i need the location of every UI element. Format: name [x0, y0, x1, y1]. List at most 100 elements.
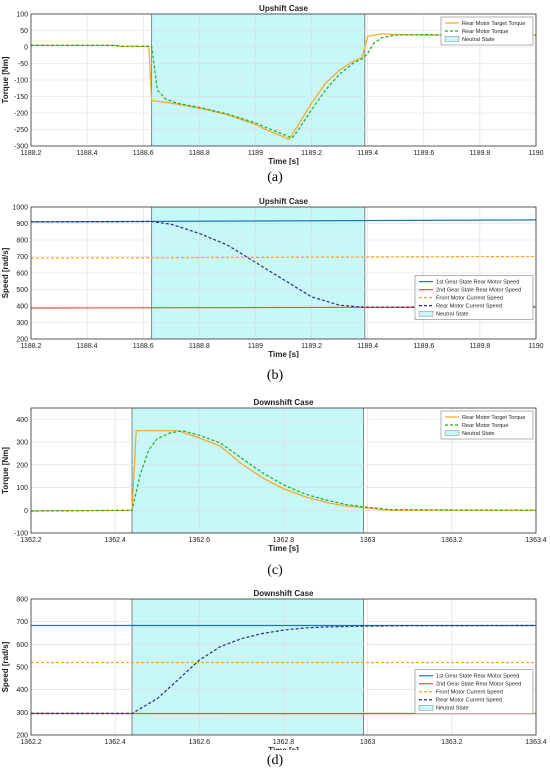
chart1-legend-label: Front Motor Current Speed [436, 296, 503, 302]
chart0-legend-swatch [444, 36, 460, 42]
caption-c: (c) [267, 563, 283, 578]
chart2-y-tick-label: 0 [24, 508, 28, 515]
chart0-x-tick-label: 1189 [248, 150, 263, 157]
chart0-legend-label: Rear Motor Target Torque [462, 21, 526, 27]
chart3-x-tick-label: 1363.4 [525, 739, 547, 746]
chart1-x-tick-label: 1190 [528, 343, 543, 350]
chart0-y-tick-label: -50 [18, 61, 28, 68]
chart1-title: Upshift Case [259, 197, 308, 206]
chart1-x-tick-label: 1189.6 [413, 343, 434, 350]
chart1-x-tick-label: 1189.8 [469, 343, 490, 350]
chart0-y-tick-label: -300 [14, 144, 28, 151]
chart1-y-tick-label: 700 [16, 254, 28, 261]
chart2-series-0-line [30, 430, 536, 512]
chart3-x-tick-label: 1362.8 [273, 739, 295, 746]
chart1-x-tick-label: 1188.6 [133, 343, 154, 350]
chart1-series-2-line [30, 255, 537, 259]
chart3-y-tick-label: 400 [16, 687, 28, 694]
chart3-x-tick-label: 1362.4 [104, 739, 126, 746]
chart-upshift-torque: 1188.2 1188.4 1188.6 1188.8 1189 1189.2 1189.4… [1, 4, 544, 165]
chart1-y-tick-label: 500 [16, 287, 28, 294]
chart0-y-tick-label: 50 [20, 28, 28, 35]
chart3-title: Downshift Case [253, 589, 314, 598]
chart1-x-tick-label: 1189.4 [357, 343, 378, 350]
chart1-y-tick-label: 400 [16, 304, 28, 311]
chart3-x-tick-label: 1362.6 [189, 739, 211, 746]
chart1-legend-label: Neutral State [436, 312, 469, 318]
chart3-y-tick-label: 600 [16, 642, 28, 649]
caption-d: (d) [266, 753, 284, 768]
chart0-x-tick-label: 1188.4 [77, 150, 98, 157]
chart0-legend-label: Neutral State [462, 37, 495, 43]
chart0-y-tick-label: -200 [14, 111, 28, 118]
chart3-legend-label: 2nd Gear State Rear Motor Speed [436, 682, 521, 688]
chart1-y-tick-label: 600 [16, 271, 28, 278]
chart0-x-tick-label: 1190 [528, 150, 543, 157]
chart1-x-tick-label: 1189.2 [301, 343, 322, 350]
chart2-legend-swatch [444, 430, 460, 436]
chart1-y-label: Speed [rad/s] [1, 247, 10, 298]
chart2-axes-box [30, 407, 537, 534]
chart1-x-label: Time [s] [268, 350, 299, 358]
chart2-y-tick-label: -100 [14, 531, 28, 538]
chart0-y-tick-label: -250 [14, 127, 28, 134]
chart2-x-tick-label: 1363.4 [525, 537, 547, 544]
chart0-x-tick-label: 1189.8 [469, 150, 490, 157]
chart0-y-tick-label: -150 [14, 94, 28, 101]
chart0-series-1-line [31, 33, 536, 139]
chart0-x-tick-label: 1188.2 [21, 150, 42, 157]
chart1-axes-box [30, 206, 537, 340]
chart0-y-tick-label: 0 [24, 45, 28, 52]
chart1-legend-label: 2nd Gear State Rear Motor Speed [436, 288, 521, 294]
chart0-series-0-line [31, 33, 536, 141]
chart3-x-label: Time [s] [268, 746, 299, 750]
chart2-y-tick-label: 400 [16, 417, 28, 424]
chart2-neutral-region [132, 408, 364, 533]
chart1-x-tick-label: 1188.2 [21, 343, 42, 350]
chart1-y-tick-label: 1000 [12, 205, 28, 212]
chart3-y-label: Speed [rad/s] [1, 641, 10, 692]
chart1-series-0-line [30, 219, 537, 223]
chart0-y-label: Torque [Nm] [1, 56, 10, 103]
chart2-y-tick-label: 200 [16, 462, 28, 469]
chart3-axes-box [30, 598, 537, 736]
chart0-x-label: Time [s] [268, 157, 299, 165]
chart1-legend-label: 1st Gear State Rear Motor Speed [436, 280, 519, 286]
chart2-x-tick-label: 1362.4 [104, 537, 126, 544]
chart0-x-tick-label: 1188.8 [189, 150, 210, 157]
chart2-x-label: Time [s] [268, 544, 299, 553]
chart1-y-tick-label: 900 [16, 221, 28, 228]
caption-b: (b) [266, 368, 284, 383]
chart1-y-tick-label: 200 [16, 337, 28, 344]
chart2-x-tick-label: 1362.6 [189, 537, 211, 544]
chart2-x-tick-label: 1363 [360, 537, 376, 544]
chart3-legend-swatch [418, 705, 434, 711]
chart3-x-tick-label: 1363.2 [441, 739, 463, 746]
chart1-x-tick-label: 1188.4 [77, 343, 98, 350]
chart2-legend-label: Rear Motor Target Torque [462, 415, 526, 421]
chart3-series-3-line [31, 624, 537, 715]
chart0-title: Upshift Case [259, 4, 308, 13]
chart2-title: Downshift Case [253, 398, 314, 407]
chart1-legend-label: Rear Motor Current Speed [436, 304, 502, 310]
chart0-x-tick-label: 1189.6 [413, 150, 434, 157]
chart3-y-tick-label: 500 [16, 665, 28, 672]
chart2-y-tick-label: 300 [16, 440, 28, 447]
chart3-legend-label: Neutral State [436, 706, 469, 712]
chart2-y-label: Torque [Nm] [1, 447, 10, 494]
chart2-legend-label: Neutral State [462, 431, 495, 437]
chart3-legend-label: 1st Gear State Rear Motor Speed [436, 674, 519, 680]
chart0-y-tick-label: 100 [16, 12, 28, 19]
chart2-y-tick-label: 100 [16, 485, 28, 492]
chart1-legend-swatch [418, 310, 434, 317]
chart2-series-1-line [30, 430, 537, 512]
chart0-legend-label: Rear Motor Torque [462, 29, 509, 35]
chart1-series-3-line [30, 220, 537, 308]
chart3-x-tick-label: 1362.2 [20, 739, 42, 746]
chart-downshift-speed: 1362.2 1362.4 1362.6 1362.8 1363 1363.2 1363.4… [1, 589, 547, 750]
chart1-legend-box [414, 275, 534, 320]
chart0-x-tick-label: 1189.4 [357, 150, 378, 157]
chart3-y-tick-label: 300 [16, 710, 28, 717]
chart0-axes-box [30, 13, 537, 147]
